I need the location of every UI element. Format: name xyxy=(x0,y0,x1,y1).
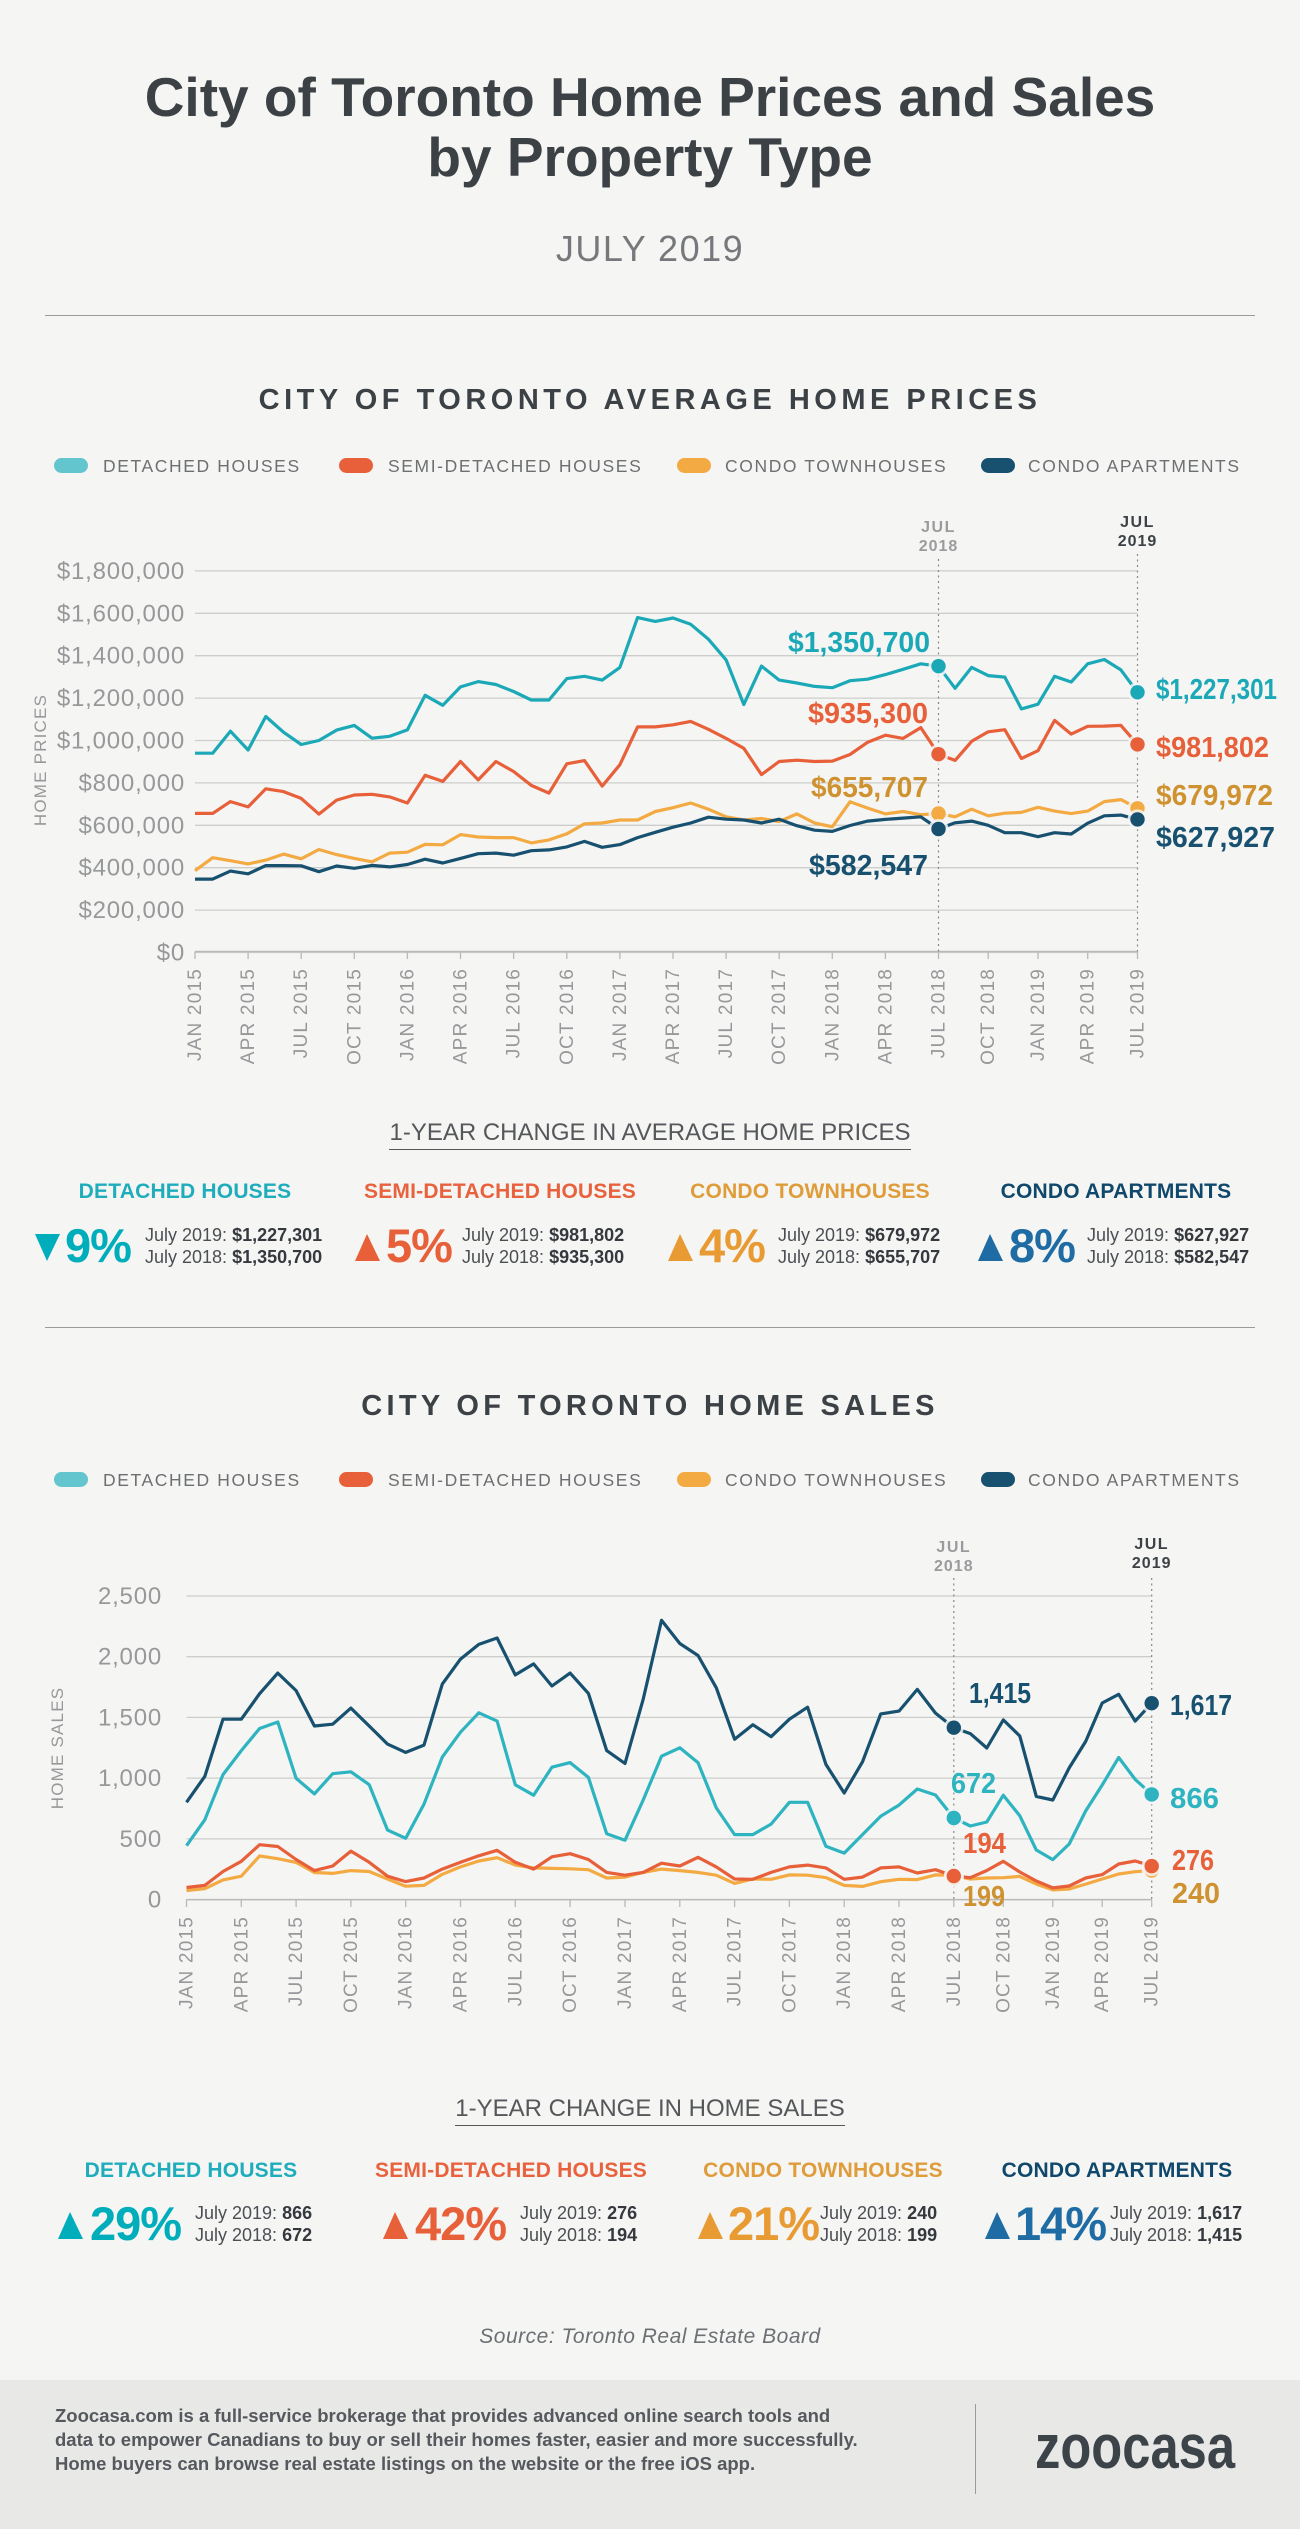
svg-text:$981,802: $981,802 xyxy=(1156,732,1269,764)
svg-text:APR 2016: APR 2016 xyxy=(451,968,472,1064)
svg-text:JUL 2018: JUL 2018 xyxy=(944,1916,965,2006)
svg-text:JUL 2016: JUL 2016 xyxy=(504,968,525,1058)
svg-text:$679,972: $679,972 xyxy=(1156,780,1273,812)
svg-text:1,500: 1,500 xyxy=(98,1704,162,1731)
svg-text:1,617: 1,617 xyxy=(1170,1690,1232,1722)
svg-text:$582,547: $582,547 xyxy=(809,850,928,882)
svg-text:JUL 2015: JUL 2015 xyxy=(291,968,312,1058)
svg-text:$1,000,000: $1,000,000 xyxy=(57,728,185,755)
svg-text:JUL 2017: JUL 2017 xyxy=(725,1916,746,2006)
svg-text:OCT 2016: OCT 2016 xyxy=(560,1916,581,2013)
svg-text:JUL 2019: JUL 2019 xyxy=(1142,1916,1163,2006)
svg-text:2018: 2018 xyxy=(919,538,959,555)
svg-text:1,000: 1,000 xyxy=(98,1765,162,1792)
svg-text:JUL: JUL xyxy=(936,1539,971,1556)
svg-text:APR 2018: APR 2018 xyxy=(875,968,896,1064)
svg-text:APR 2016: APR 2016 xyxy=(451,1916,472,2012)
svg-text:JAN 2019: JAN 2019 xyxy=(1028,968,1049,1061)
svg-text:2019: 2019 xyxy=(1132,1555,1172,1572)
svg-text:JAN 2019: JAN 2019 xyxy=(1043,1916,1064,2009)
svg-text:JUL 2019: JUL 2019 xyxy=(1128,968,1149,1058)
svg-text:$800,000: $800,000 xyxy=(78,770,185,797)
svg-text:OCT 2017: OCT 2017 xyxy=(779,1916,800,2013)
svg-text:OCT 2015: OCT 2015 xyxy=(341,1916,362,2013)
svg-text:276: 276 xyxy=(1172,1845,1214,1877)
svg-text:672: 672 xyxy=(951,1768,996,1800)
svg-text:APR 2017: APR 2017 xyxy=(670,1916,691,2012)
svg-text:OCT 2018: OCT 2018 xyxy=(993,1916,1014,2013)
svg-text:APR 2019: APR 2019 xyxy=(1078,968,1099,1064)
svg-text:$655,707: $655,707 xyxy=(811,772,928,804)
svg-text:JUL 2016: JUL 2016 xyxy=(505,1916,526,2006)
svg-text:JUL 2017: JUL 2017 xyxy=(716,968,737,1058)
svg-text:JUL: JUL xyxy=(1134,1536,1169,1553)
svg-text:$1,200,000: $1,200,000 xyxy=(57,685,185,712)
svg-text:JAN 2015: JAN 2015 xyxy=(177,1916,198,2009)
svg-text:HOME PRICES: HOME PRICES xyxy=(31,694,50,826)
svg-text:$1,800,000: $1,800,000 xyxy=(57,558,185,585)
svg-text:2018: 2018 xyxy=(934,1558,974,1575)
svg-text:$627,927: $627,927 xyxy=(1156,822,1275,854)
svg-text:JUL: JUL xyxy=(921,519,956,536)
svg-text:zoocasa: zoocasa xyxy=(1035,2418,1235,2478)
svg-text:JAN 2016: JAN 2016 xyxy=(397,968,418,1061)
svg-text:866: 866 xyxy=(1170,1783,1219,1815)
svg-text:$600,000: $600,000 xyxy=(78,812,185,839)
svg-text:OCT 2018: OCT 2018 xyxy=(978,968,999,1065)
svg-text:JAN 2017: JAN 2017 xyxy=(615,1916,636,2009)
svg-text:APR 2019: APR 2019 xyxy=(1092,1916,1113,2012)
svg-text:OCT 2016: OCT 2016 xyxy=(557,968,578,1065)
svg-text:HOME SALES: HOME SALES xyxy=(48,1687,67,1810)
svg-text:240: 240 xyxy=(1172,1878,1220,1910)
svg-text:2,500: 2,500 xyxy=(98,1583,162,1610)
svg-text:JUL 2015: JUL 2015 xyxy=(286,1916,307,2006)
svg-text:JAN 2018: JAN 2018 xyxy=(822,968,843,1061)
svg-text:500: 500 xyxy=(120,1826,162,1853)
svg-text:194: 194 xyxy=(963,1828,1006,1860)
svg-text:APR 2017: APR 2017 xyxy=(663,968,684,1064)
svg-text:APR 2015: APR 2015 xyxy=(231,1916,252,2012)
svg-text:$1,600,000: $1,600,000 xyxy=(57,600,185,627)
svg-text:$400,000: $400,000 xyxy=(78,855,185,882)
svg-text:JUL: JUL xyxy=(1120,514,1155,531)
svg-text:1,415: 1,415 xyxy=(969,1678,1031,1710)
svg-text:$935,300: $935,300 xyxy=(808,698,928,730)
svg-text:0: 0 xyxy=(148,1887,162,1914)
svg-text:2,000: 2,000 xyxy=(98,1644,162,1671)
svg-text:199: 199 xyxy=(963,1881,1005,1913)
svg-text:$0: $0 xyxy=(157,940,185,967)
svg-text:JAN 2018: JAN 2018 xyxy=(834,1916,855,2009)
svg-text:JAN 2017: JAN 2017 xyxy=(610,968,631,1061)
svg-text:2019: 2019 xyxy=(1118,533,1158,550)
svg-text:JAN 2016: JAN 2016 xyxy=(396,1916,417,2009)
svg-text:OCT 2017: OCT 2017 xyxy=(769,968,790,1065)
svg-text:JAN 2015: JAN 2015 xyxy=(185,968,206,1061)
svg-text:APR 2018: APR 2018 xyxy=(889,1916,910,2012)
svg-text:$1,400,000: $1,400,000 xyxy=(57,643,185,670)
svg-text:$1,227,301: $1,227,301 xyxy=(1156,674,1277,706)
svg-text:OCT 2015: OCT 2015 xyxy=(344,968,365,1065)
svg-text:$1,350,700: $1,350,700 xyxy=(788,627,930,659)
svg-text:APR 2015: APR 2015 xyxy=(238,968,259,1064)
svg-text:$200,000: $200,000 xyxy=(78,897,185,924)
svg-text:JUL 2018: JUL 2018 xyxy=(929,968,950,1058)
